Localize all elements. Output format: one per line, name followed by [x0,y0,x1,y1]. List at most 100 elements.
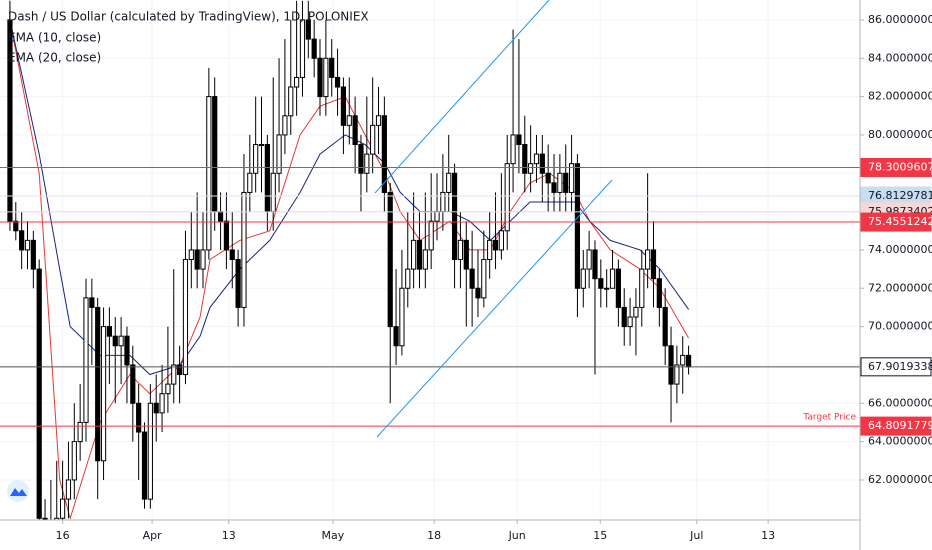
candle-body [656,278,662,308]
candle-body [118,335,124,347]
candle-body [241,191,247,308]
candle-body [568,163,575,193]
price-label: 78.30096079 [868,161,932,174]
candle-body [323,57,329,98]
price-label-box [860,212,932,232]
candle-body [604,287,610,290]
candle-body [282,115,288,136]
candle-body [615,268,621,308]
y-tick-label: 82.00000000 [868,90,932,103]
candle-body [481,259,487,299]
candle-body [446,172,452,193]
price-label: 67.90193382 [868,360,932,373]
candle-body [100,326,107,462]
candle-body [487,239,493,261]
candle-body [674,364,680,385]
candle-body [422,249,428,270]
x-tick-label: Jun [508,529,526,542]
candle-body [516,134,522,146]
candle-body [539,153,545,174]
channel-upper [374,0,550,194]
y-tick-label: 70.00000000 [868,320,932,333]
candle-body [533,153,540,165]
candle-body [83,297,89,423]
trend-channel [374,0,613,438]
candle-body [124,335,130,366]
candle-body [200,249,206,270]
candle-body [545,172,551,184]
price-label-box [860,357,932,377]
y-tick-label: 66.00000000 [868,396,932,409]
candle-body [299,19,306,78]
candle-body [440,191,446,213]
annotation: Target Price [802,413,856,423]
candle-body [294,76,300,88]
x-tick-label: 16 [56,529,70,542]
candle-body [141,431,148,500]
candle-body [434,211,440,222]
candle-body [609,268,616,289]
y-tick-label: 84.00000000 [868,51,932,64]
candle-body [77,421,83,443]
candle-body [598,278,604,289]
candle-body [253,144,259,174]
y-tick-label: 80.00000000 [868,128,932,141]
candle-body [177,364,183,376]
x-tick-label: Apr [143,529,163,542]
candle-body [165,383,171,395]
channel-lower [376,179,613,438]
candle-body [65,479,72,500]
candle-body [229,249,235,261]
candle-body [247,172,253,193]
candle-body [171,364,177,385]
candle-body [627,316,633,328]
candle-body [136,402,142,433]
candle-body [504,163,510,232]
candle-body [106,326,113,337]
candle-body [95,306,101,462]
candle-body [405,268,411,289]
candle-body [89,297,95,308]
candle-body [574,163,581,289]
candle-body [381,115,387,193]
x-tick-label: 15 [593,529,607,542]
y-tick-label: 64.00000000 [868,435,932,448]
candle-body [147,402,153,500]
candle-body [13,220,19,232]
candle-body [24,239,31,251]
candle-body [411,239,417,270]
candle-body [528,163,534,174]
candle-body [551,182,557,193]
candle-body [276,134,282,174]
candle-body [7,19,13,222]
candle-body [557,172,563,193]
candle-body [650,249,657,280]
candle-body [334,76,341,88]
candle-body [580,268,586,289]
candle-body [457,239,464,261]
candle-body [54,517,60,520]
candle-body [194,249,200,270]
legend-entry: EMA (20, close) [8,51,101,65]
candle-body [212,96,218,213]
y-tick-label: 86.00000000 [868,13,932,26]
candle-body [621,306,627,328]
y-tick-label: 74.00000000 [868,243,932,256]
candle-body [329,57,335,78]
y-tick-label: 72.00000000 [868,281,932,294]
candle-body [352,115,358,146]
candle-body [633,306,639,318]
candle-body [182,259,189,376]
candle-body [592,249,598,280]
candle-body [393,326,399,347]
candle-body [153,402,159,414]
price-label-box [860,416,932,436]
candle-body [340,86,347,126]
price-label: 64.80917791 [868,419,932,432]
candle-body [358,144,364,174]
candle-body [112,335,118,347]
price-label-box [860,158,932,178]
candle-body [130,364,136,404]
candle-body [59,498,66,519]
